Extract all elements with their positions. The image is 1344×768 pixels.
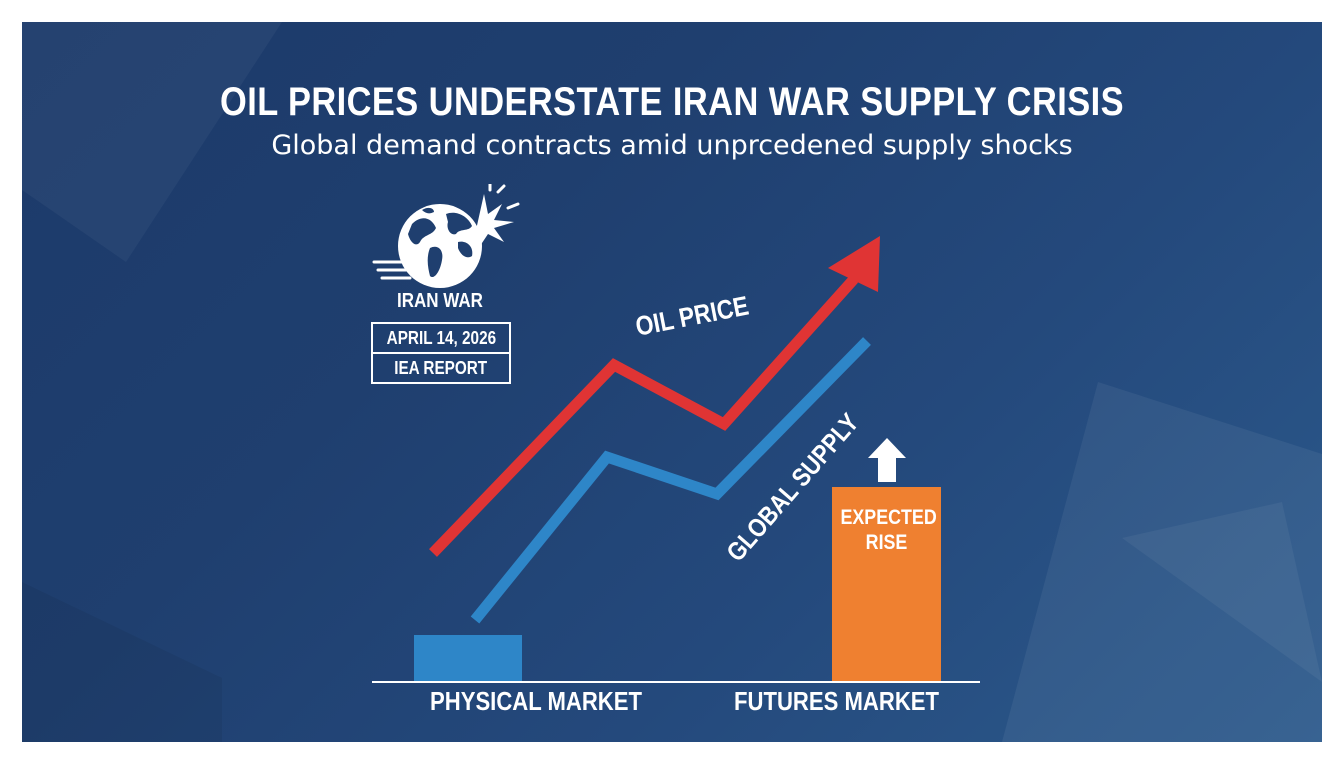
page-subtitle: Global demand contracts amid unprcedened…	[271, 130, 1073, 161]
info-box: APRIL 14, 2026 IEA REPORT	[371, 322, 511, 384]
oil-price-arrowhead	[828, 236, 880, 292]
up-arrow-icon	[868, 438, 906, 482]
futures-market-label: FUTURES MARKET	[734, 686, 940, 716]
expected-rise-line-2: RISE	[865, 531, 908, 554]
source-row: IEA REPORT	[373, 354, 509, 382]
infographic-panel: OIL PRICES UNDERSTATE IRAN WAR SUPPLY CR…	[22, 22, 1322, 742]
baseline	[372, 681, 980, 683]
source-text: IEA REPORT	[394, 358, 488, 378]
futures-market-bar: EXPECTED RISE	[832, 487, 941, 682]
date-row: APRIL 14, 2026	[373, 324, 509, 354]
expected-rise-label: EXPECTED RISE	[832, 505, 941, 555]
badge-label: IRAN WAR	[397, 290, 483, 312]
expected-rise-line-1: EXPECTED	[840, 506, 937, 529]
physical-market-label: PHYSICAL MARKET	[430, 686, 643, 716]
date-text: APRIL 14, 2026	[386, 328, 496, 348]
trend-lines	[429, 236, 880, 624]
supply-line	[470, 337, 871, 624]
oil-price-line	[429, 275, 859, 557]
page-title: OIL PRICES UNDERSTATE IRAN WAR SUPPLY CR…	[220, 80, 1124, 124]
globe-explosion-icon	[372, 184, 520, 288]
physical-market-bar	[414, 635, 522, 682]
